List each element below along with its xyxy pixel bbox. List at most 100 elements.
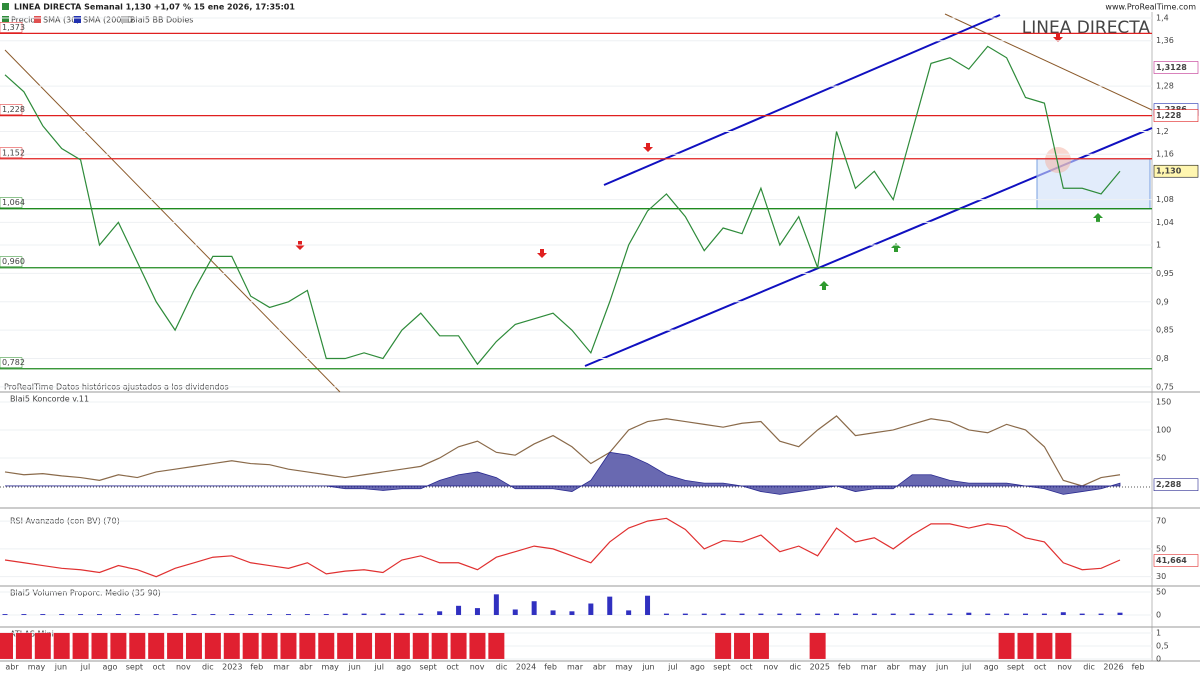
- y-tick-label: 0,9: [1156, 297, 1169, 306]
- bar: [191, 614, 197, 615]
- y-tick-label: 1,16: [1156, 150, 1174, 159]
- bar: [947, 613, 953, 615]
- x-tick-label: jun: [935, 663, 948, 672]
- bar: [1098, 613, 1104, 615]
- bar: [890, 613, 896, 615]
- bar: [172, 614, 178, 615]
- bar: [2, 614, 8, 615]
- bar: [1060, 612, 1066, 615]
- x-tick-label: nov: [1057, 663, 1072, 672]
- x-tick-label: 2024: [516, 663, 536, 672]
- bar: [418, 613, 424, 615]
- bar: [998, 632, 1015, 659]
- bar: [474, 608, 480, 615]
- x-tick-label: ago: [984, 663, 999, 672]
- x-tick-label: jul: [667, 663, 678, 672]
- bar: [909, 613, 915, 615]
- bar: [304, 614, 310, 615]
- y-tick-label: 0,5: [1156, 641, 1169, 650]
- bar: [752, 632, 769, 659]
- y-tick-label: 1,36: [1156, 36, 1174, 45]
- bar: [928, 613, 934, 615]
- bar: [626, 610, 632, 615]
- x-tick-label: may: [615, 663, 633, 672]
- x-tick-label: feb: [544, 663, 557, 672]
- bar: [129, 632, 146, 659]
- badge-label: 2,288: [1156, 480, 1182, 489]
- bar: [758, 613, 764, 615]
- bar: [72, 632, 89, 659]
- bar: [815, 613, 821, 615]
- x-tick-label: jun: [348, 663, 361, 672]
- x-tick-label: may: [909, 663, 927, 672]
- bar: [21, 614, 27, 615]
- series-line: [4, 517, 1121, 578]
- legend-entry: SMA (30): [43, 16, 79, 25]
- bar: [34, 632, 51, 659]
- arrow: [1053, 33, 1063, 42]
- y-tick-label: 0: [1156, 654, 1161, 663]
- bar: [53, 632, 70, 659]
- bar: [210, 614, 216, 615]
- x-tick-label: nov: [470, 663, 485, 672]
- x-tick-label: jun: [54, 663, 67, 672]
- bar: [701, 613, 707, 615]
- y-tick-label: 0: [1156, 610, 1161, 619]
- y-tick-label: 1,4: [1156, 14, 1169, 23]
- y-tick-label: 30: [1156, 572, 1166, 581]
- bar: [248, 614, 254, 615]
- bar: [356, 632, 373, 659]
- y-tick-label: 1,08: [1156, 195, 1174, 204]
- bar: [1023, 613, 1029, 615]
- legend-entry: Precio: [11, 16, 35, 25]
- arrow: [537, 249, 547, 258]
- channel-line: [603, 14, 1001, 186]
- x-tick-label: oct: [740, 663, 752, 672]
- y-tick-label: 1,04: [1156, 218, 1174, 227]
- series-line: [4, 45, 1121, 366]
- x-tick-label: sept: [419, 663, 436, 672]
- bar: [318, 632, 335, 659]
- x-tick-label: abr: [593, 663, 607, 672]
- y-tick-label: 50: [1156, 544, 1166, 553]
- y-tick-label: 1,2: [1156, 127, 1169, 136]
- bar: [607, 596, 613, 615]
- bar: [110, 632, 127, 659]
- bar: [450, 632, 467, 659]
- legend-entry: Blai5 BB Dobles: [130, 16, 193, 25]
- x-tick-label: jul: [373, 663, 384, 672]
- badge-label: 1,130: [1156, 167, 1182, 176]
- legend-swatch: [34, 16, 41, 23]
- bar: [739, 613, 745, 615]
- arrow: [891, 243, 901, 252]
- y-tick-label: 50: [1156, 453, 1166, 462]
- bar: [1004, 613, 1010, 615]
- bar: [431, 632, 448, 659]
- level-tag: [0, 357, 23, 368]
- level-label: 1,228: [2, 105, 25, 114]
- x-tick-label: feb: [250, 663, 263, 672]
- x-tick-label: jul: [80, 663, 91, 672]
- bar: [796, 613, 802, 615]
- x-tick-label: nov: [176, 663, 191, 672]
- bar: [299, 632, 316, 659]
- bar: [153, 614, 159, 615]
- y-tick-label: 1: [1156, 628, 1161, 637]
- bar: [223, 632, 240, 659]
- bar: [115, 614, 121, 615]
- bar: [0, 632, 13, 659]
- bar: [285, 614, 291, 615]
- bar: [393, 632, 410, 659]
- legend-swatch: [121, 16, 128, 23]
- level-tag: [0, 22, 23, 33]
- value-badge: [1153, 61, 1199, 74]
- x-tick-label: sept: [1007, 663, 1024, 672]
- bar: [40, 614, 46, 615]
- bar: [380, 613, 386, 615]
- y-tick-label: 0,8: [1156, 354, 1169, 363]
- x-tick-label: feb: [1132, 663, 1145, 672]
- legend-swatch: [2, 16, 9, 23]
- bar: [550, 610, 556, 615]
- value-badge: [1153, 164, 1199, 178]
- x-tick-label: sept: [713, 663, 730, 672]
